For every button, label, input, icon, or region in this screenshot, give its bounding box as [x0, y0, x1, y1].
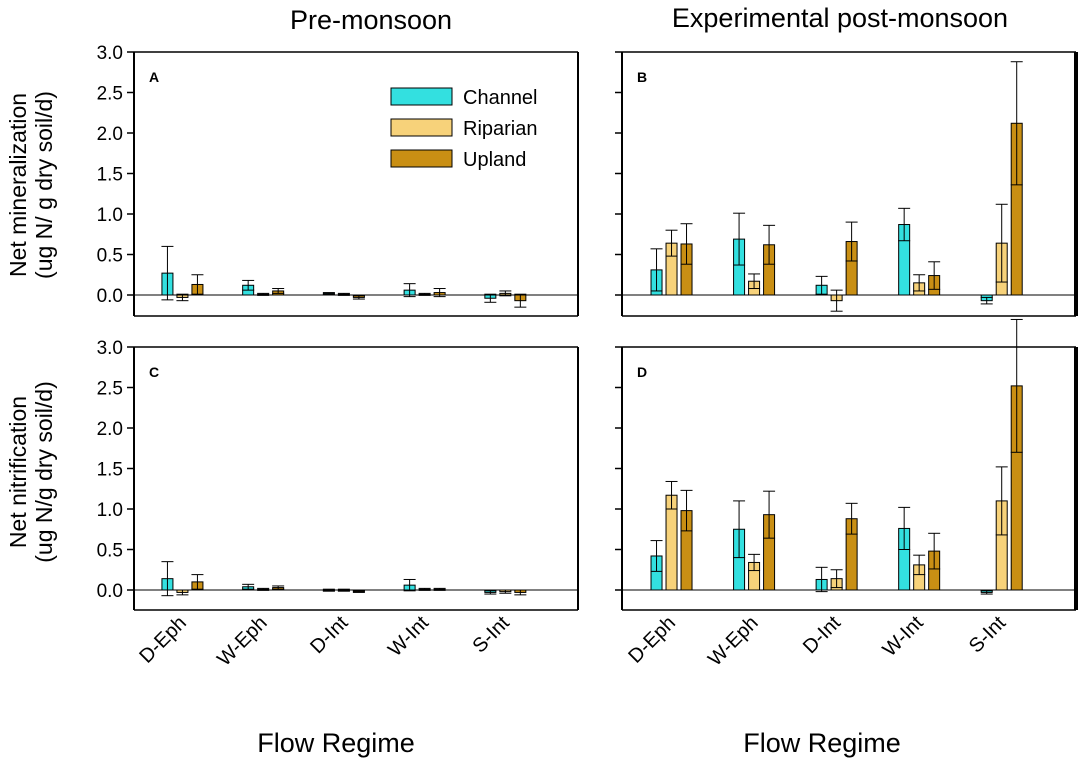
y-tick-label: 0.0	[97, 286, 123, 307]
y-tick-label: 1.0	[97, 205, 123, 226]
category-label: S-Int	[468, 612, 514, 658]
y-tick-label: 0.0	[97, 581, 123, 602]
y-tick-label: 1.5	[97, 460, 123, 481]
category-label: D-Int	[306, 612, 353, 659]
y-tick-label: 1.0	[97, 500, 123, 521]
category-label: W-Eph	[213, 612, 272, 671]
column-title-pre-monsoon: Pre-monsoon	[290, 5, 452, 35]
y-tick-label: 2.0	[97, 124, 123, 145]
ylabel-mineralization-line2: (ug N/ g dry soil/d)	[31, 91, 57, 279]
ylabel-nitrification-line2: (ug N/g dry soil/d)	[31, 381, 57, 563]
y-tick-label: 1.5	[97, 165, 123, 186]
category-label: S-Int	[965, 612, 1011, 658]
category-label: W-Eph	[704, 612, 763, 671]
panel-label: B	[637, 69, 647, 85]
xlabel-right: Flow Regime	[743, 728, 901, 758]
panel-label: A	[149, 69, 159, 85]
ylabel-nitrification-line1: Net nitrification	[5, 396, 31, 548]
y-tick-label: 3.0	[97, 43, 123, 64]
legend: Channel Riparian Upland	[390, 87, 538, 171]
panel-A: 0.0 0.5 1.0 1.5 2.0 2.5 3.0 A	[97, 43, 579, 317]
panel-C: 0.0 0.5 1.0 1.5 2.0 2.5 3.0 C D-Eph W-Eph D-Int W-I…	[97, 338, 579, 671]
panel-label: D	[637, 364, 647, 380]
ylabel-mineralization-line1: Net mineralization	[5, 93, 31, 277]
y-tick-label: 0.5	[97, 246, 123, 267]
legend-label-channel: Channel	[463, 87, 538, 109]
category-label: W-Int	[879, 612, 928, 661]
y-tick-label: 2.5	[97, 84, 123, 105]
category-label: D-Eph	[624, 612, 680, 668]
y-tick-label: 3.0	[97, 338, 123, 359]
panel-D: D D-Eph W-Eph D-Int W-Int S-Int	[615, 318, 1078, 671]
ylabel-nitrification: Net nitrification (ug N/g dry soil/d)	[5, 381, 57, 563]
legend-swatch-channel	[390, 87, 453, 106]
category-label: D-Eph	[135, 612, 191, 668]
legend-swatch-upland	[390, 149, 453, 168]
legend-label-upland: Upland	[463, 149, 526, 171]
y-tick-label: 2.5	[97, 379, 123, 400]
panel-B: B	[615, 51, 1078, 317]
column-title-post-monsoon: Experimental post-monsoon	[672, 3, 1008, 33]
legend-label-riparian: Riparian	[463, 118, 537, 140]
y-tick-label: 2.0	[97, 419, 123, 440]
category-label: W-Int	[384, 612, 433, 661]
xlabel-left: Flow Regime	[257, 728, 415, 758]
y-tick-label: 0.5	[97, 541, 123, 562]
panel-label: C	[149, 364, 159, 380]
category-label: D-Int	[799, 612, 846, 659]
legend-swatch-riparian	[390, 118, 453, 137]
ylabel-mineralization: Net mineralization (ug N/ g dry soil/d)	[5, 91, 57, 279]
